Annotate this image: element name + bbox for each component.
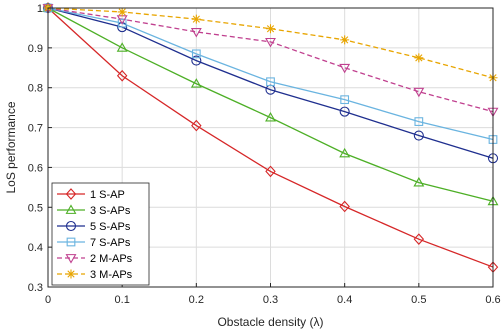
series-line-1 bbox=[47, 7, 494, 202]
legend-label: 1 S-AP bbox=[90, 189, 125, 201]
x-tick-label: 0 bbox=[45, 294, 51, 306]
data-point bbox=[266, 77, 275, 87]
legend-marker bbox=[65, 204, 77, 214]
x-tick-label: 0.5 bbox=[411, 294, 426, 306]
legend-label: 3 S-APs bbox=[90, 205, 131, 217]
data-point bbox=[340, 35, 350, 45]
data-point bbox=[339, 63, 351, 74]
legend-label: 3 M-APs bbox=[90, 269, 133, 281]
y-axis-ticks: 0.3 0.4 0.5 0.6 0.7 0.8 0.9 1 bbox=[28, 3, 52, 294]
data-point bbox=[413, 233, 425, 245]
data-point bbox=[339, 200, 350, 213]
y-tick-label: 0.6 bbox=[28, 162, 43, 174]
legend-box bbox=[51, 182, 150, 286]
x-tick-label: 0.3 bbox=[263, 294, 278, 306]
data-point bbox=[265, 111, 276, 122]
y-axis-title: LoS performance bbox=[4, 101, 18, 193]
data-point bbox=[191, 119, 202, 132]
data-point bbox=[117, 7, 127, 17]
data-point bbox=[413, 176, 425, 187]
legend-marker bbox=[65, 254, 77, 264]
data-point bbox=[190, 78, 202, 88]
data-point bbox=[339, 147, 351, 158]
legend-label: 7 S-APs bbox=[90, 237, 131, 249]
x-axis-title: Obstacle density (λ) bbox=[217, 315, 323, 329]
legend-label: 5 S-APs bbox=[90, 221, 131, 233]
legend-marker bbox=[66, 269, 76, 279]
x-tick-label: 0.6 bbox=[485, 294, 500, 306]
legend-marker bbox=[66, 237, 76, 247]
data-point bbox=[116, 42, 128, 52]
data-point bbox=[190, 27, 202, 38]
y-tick-label: 0.8 bbox=[28, 83, 43, 95]
y-tick-label: 0.3 bbox=[28, 282, 43, 294]
y-tick-label: 0.9 bbox=[28, 43, 43, 55]
x-tick-label: 0.1 bbox=[115, 294, 130, 306]
legend-marker bbox=[65, 220, 77, 232]
y-tick-label: 0.7 bbox=[28, 123, 43, 135]
legend-marker bbox=[65, 188, 77, 200]
data-point bbox=[191, 14, 201, 24]
data-point bbox=[340, 95, 350, 105]
x-tick-label: 0.2 bbox=[189, 294, 204, 306]
y-tick-label: 0.4 bbox=[28, 242, 43, 254]
series-line-0 bbox=[47, 7, 494, 268]
data-point bbox=[117, 18, 127, 28]
legend-label: 2 M-APs bbox=[90, 253, 133, 265]
data-point bbox=[413, 87, 425, 98]
data-point bbox=[265, 165, 276, 178]
data-point bbox=[266, 24, 275, 34]
data-point bbox=[414, 53, 424, 63]
y-tick-label: 0.5 bbox=[28, 202, 43, 214]
data-point bbox=[414, 117, 424, 126]
data-point bbox=[191, 49, 201, 59]
data-point bbox=[265, 37, 276, 48]
legend: 1 S-AP 3 S-APs 5 S-APs 7 S-APs 2 M-APs 3 M-AP… bbox=[51, 182, 150, 286]
data-point bbox=[116, 69, 128, 82]
x-axis-ticks: 0 0.1 0.2 0.3 0.4 0.5 0.6 bbox=[45, 283, 501, 306]
x-tick-label: 0.4 bbox=[337, 294, 352, 306]
data-point bbox=[413, 130, 424, 141]
y-tick-label: 1 bbox=[37, 3, 43, 15]
data-point bbox=[339, 106, 350, 117]
data-point bbox=[191, 55, 202, 66]
